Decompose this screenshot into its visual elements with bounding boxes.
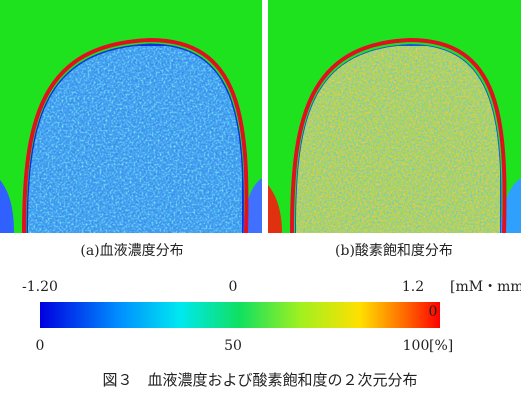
- panel-caption: (b)酸素飽和度分布: [335, 242, 453, 259]
- colorbar-bottom-unit: [%]: [429, 338, 453, 354]
- colorbar-bottom-label: 100: [403, 338, 430, 354]
- body: (a)血液濃度分布 (b)酸素飽和度分布 -1.20 0 1.2 [mM・mm]…: [0, 0, 521, 410]
- panel-b-image: [268, 0, 521, 233]
- colorbar-top-label: 0: [229, 279, 238, 295]
- colorbar-bottom-label: 0: [36, 338, 45, 354]
- colorbar-bottom-label: 50: [224, 338, 242, 354]
- colorbar: [40, 302, 440, 328]
- panel-caption: (a)血液濃度分布: [80, 243, 183, 259]
- colorbar-top-label: -1.20: [22, 279, 58, 295]
- page: {"figure": { "panels": [ {"caption": "(a…: [0, 0, 521, 410]
- colorbar-label: 0: [429, 304, 438, 320]
- panel-a-image: [0, 0, 262, 233]
- colorbar-top-unit: [mM・mm]: [450, 279, 521, 295]
- figure: (a)血液濃度分布 (b)酸素飽和度分布 -1.20 0 1.2 [mM・mm]…: [0, 0, 521, 410]
- figure-caption: 図３ 血液濃度および酸素飽和度の２次元分布: [102, 371, 417, 389]
- colorbar-top-label: 1.2: [402, 279, 424, 295]
